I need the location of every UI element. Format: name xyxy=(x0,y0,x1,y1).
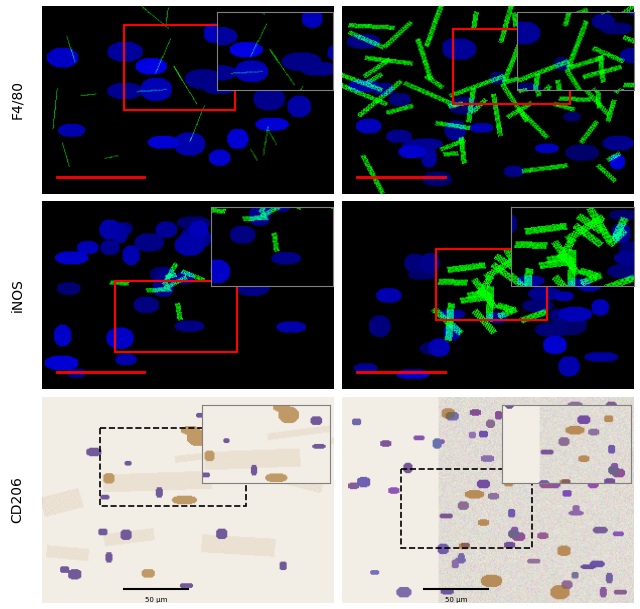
Text: 50 μm: 50 μm xyxy=(145,597,167,603)
Bar xyxy=(100,428,246,507)
Bar xyxy=(436,248,547,320)
Bar xyxy=(401,470,532,547)
Bar xyxy=(124,25,235,110)
Text: 50 μm: 50 μm xyxy=(445,597,467,603)
Text: CD206: CD206 xyxy=(11,476,24,523)
Text: F4/80: F4/80 xyxy=(11,80,24,119)
Bar xyxy=(115,281,237,352)
Text: iNOS: iNOS xyxy=(11,278,24,312)
Bar xyxy=(453,29,570,104)
